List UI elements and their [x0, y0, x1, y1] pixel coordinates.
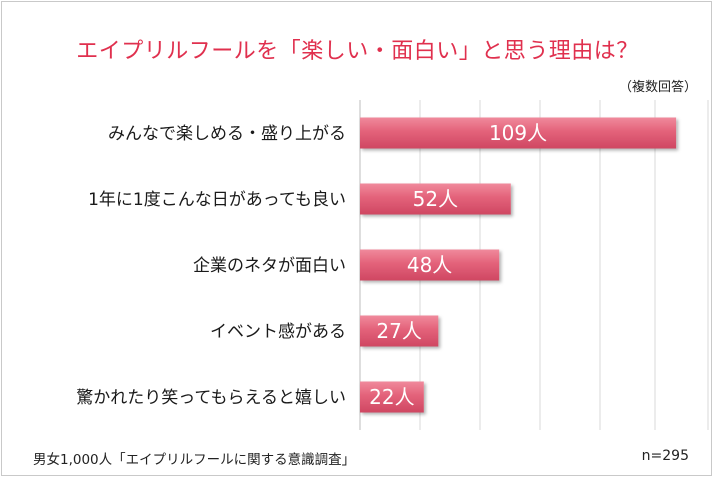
data-label: 27人: [376, 319, 421, 343]
bar: [360, 249, 500, 281]
survey-source: 男女1,000人「エイプリルフールに関する意識調査」: [33, 452, 356, 468]
multiple-answers-note: （複数回答）: [618, 80, 697, 95]
category-label: 驚かれたり笑ってもらえると嬉しい: [76, 388, 346, 408]
bar: [360, 381, 424, 413]
sample-size: n=295: [641, 448, 689, 464]
data-label: 48人: [407, 253, 452, 277]
category-label: 1年に1度こんな日があっても良い: [88, 190, 346, 210]
bar: [360, 315, 439, 347]
data-label: 22人: [369, 385, 414, 409]
category-label: イベント感がある: [210, 322, 346, 342]
bars: 109人 52人 48人 27人 22人: [360, 117, 677, 413]
category-labels: みんなで楽しめる・盛り上がる 1年に1度こんな日があっても良い企業のネタが面白いイ…: [76, 124, 346, 408]
data-label: 52人: [413, 187, 458, 211]
chart-title: エイプリルフールを「楽しい・面白い」と思う理由は？: [76, 39, 639, 64]
gridlines: [359, 100, 709, 430]
category-label: 企業のネタが面白い: [193, 256, 346, 276]
bar: [360, 117, 677, 149]
data-label: 109人: [489, 121, 547, 145]
category-label: みんなで楽しめる・盛り上がる: [108, 124, 346, 144]
bar: [360, 183, 511, 215]
